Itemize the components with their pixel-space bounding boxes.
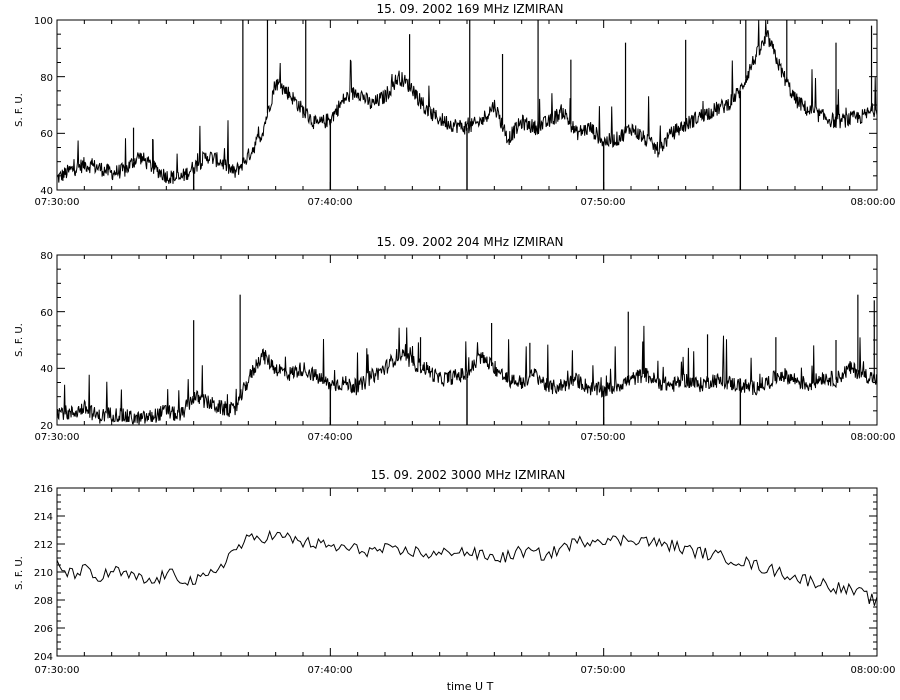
y-tick-label: 100 — [34, 16, 53, 27]
y-tick-label: 40 — [40, 186, 53, 197]
y-tick-label: 80 — [40, 251, 53, 262]
y-tick-label: 204 — [34, 652, 53, 663]
ticks-3000mhz — [56, 487, 878, 657]
x-tick-labels-204mhz: 07:30:00 07:40:00 07:50:00 08:00:00 — [35, 432, 896, 443]
x-tick-label: 08:00:00 — [851, 432, 896, 443]
panel-title-169mhz: 15. 09. 2002 169 MHz IZMIRAN — [376, 2, 563, 16]
x-tick-label: 07:50:00 — [581, 197, 626, 208]
panel-title-3000mhz: 15. 09. 2002 3000 MHz IZMIRAN — [371, 468, 566, 482]
y-tick-label: 210 — [34, 568, 53, 579]
y-tick-label: 80 — [40, 73, 53, 84]
y-tick-label: 214 — [34, 512, 53, 523]
flux-line — [56, 529, 878, 606]
y-tick-label: 206 — [34, 624, 53, 635]
x-tick-label: 07:30:00 — [35, 665, 80, 676]
series-3000mhz — [56, 529, 878, 606]
panel-3000mhz: 15. 09. 2002 3000 MHz IZMIRAN S. F. U. 2… — [14, 468, 895, 693]
plot-frame-3000mhz — [56, 487, 878, 657]
y-tick-label: 212 — [34, 540, 53, 551]
x-tick-label: 07:40:00 — [308, 197, 353, 208]
y-tick-labels-3000mhz: 204 206 208 210 212 214 216 — [34, 484, 53, 663]
panel-204mhz: 15. 09. 2002 204 MHz IZMIRAN S. F. U. 20… — [14, 235, 895, 443]
y-tick-label: 216 — [34, 484, 53, 495]
x-tick-label: 08:00:00 — [851, 665, 896, 676]
y-tick-label: 40 — [40, 364, 53, 375]
y-tick-label: 60 — [40, 308, 53, 319]
x-tick-label: 07:30:00 — [35, 197, 80, 208]
y-axis-label-169mhz: S. F. U. — [14, 93, 25, 127]
series-169mhz — [57, 19, 878, 190]
y-tick-label: 208 — [34, 596, 53, 607]
x-tick-label: 07:40:00 — [308, 432, 353, 443]
flux-line — [56, 325, 878, 426]
y-tick-label: 20 — [40, 421, 53, 432]
x-tick-label: 08:00:00 — [851, 197, 896, 208]
x-tick-label: 07:50:00 — [581, 432, 626, 443]
panel-title-204mhz: 15. 09. 2002 204 MHz IZMIRAN — [376, 235, 563, 249]
y-tick-labels-169mhz: 40 60 80 100 — [34, 16, 53, 197]
x-tick-label: 07:50:00 — [581, 665, 626, 676]
x-axis-label: time U T — [447, 680, 494, 693]
y-tick-label: 60 — [40, 129, 53, 140]
y-axis-label-204mhz: S. F. U. — [14, 323, 25, 357]
y-axis-label-3000mhz: S. F. U. — [14, 556, 25, 590]
x-tick-label: 07:30:00 — [35, 432, 80, 443]
panel-169mhz: 15. 09. 2002 169 MHz IZMIRAN S. F. U. 40… — [14, 2, 895, 208]
series-204mhz — [56, 294, 878, 426]
x-tick-label: 07:40:00 — [308, 665, 353, 676]
y-tick-labels-204mhz: 20 40 60 80 — [40, 251, 53, 432]
ticks-169mhz — [56, 19, 878, 191]
x-tick-labels-3000mhz: 07:30:00 07:40:00 07:50:00 08:00:00 — [35, 665, 896, 676]
x-tick-labels-169mhz: 07:30:00 07:40:00 07:50:00 08:00:00 — [35, 197, 896, 208]
